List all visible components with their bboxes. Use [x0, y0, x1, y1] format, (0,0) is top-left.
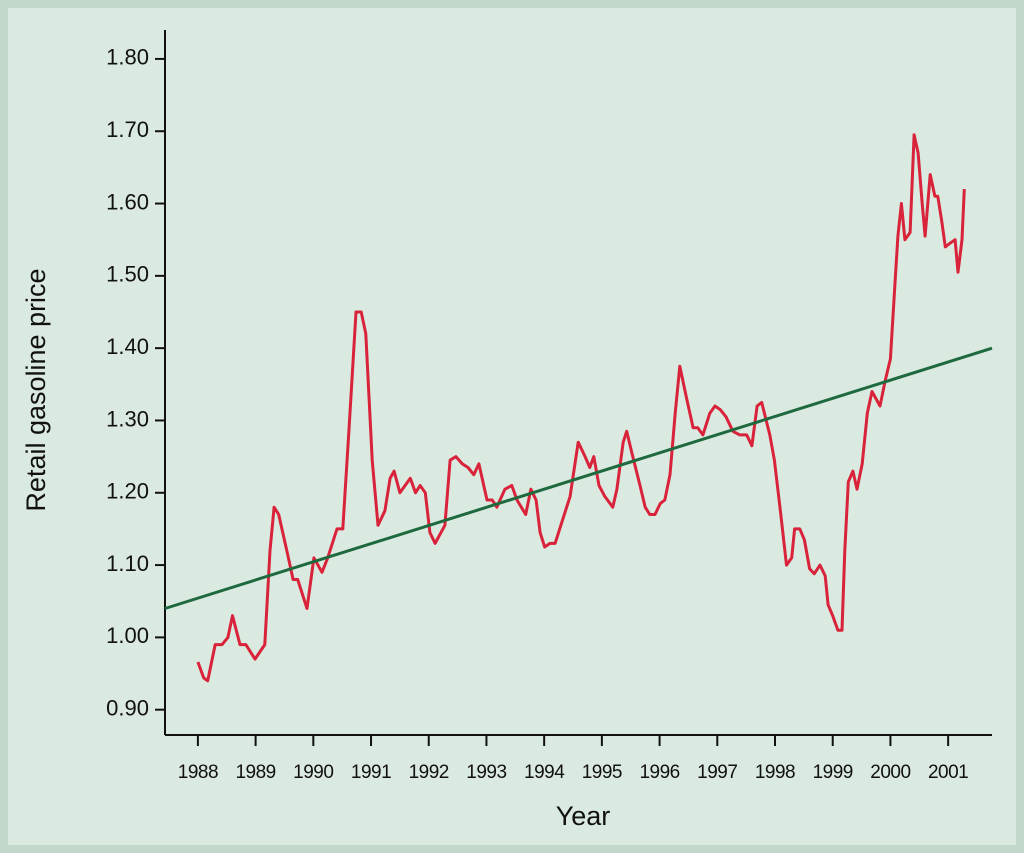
x-tick-label: 1994 [524, 762, 565, 783]
y-tick-label: 1.00 [106, 623, 149, 648]
y-tick-label: 1.40 [106, 334, 149, 359]
x-tick-label: 1990 [293, 762, 333, 783]
x-axis-label: Year [556, 801, 611, 831]
y-tick-label: 0.90 [106, 696, 149, 721]
x-tick-label: 1998 [755, 762, 795, 783]
panel [8, 8, 1016, 845]
y-axis-label: Retail gasoline price [21, 268, 51, 511]
y-tick-label: 1.30 [106, 406, 149, 431]
x-tick-label: 1999 [813, 762, 853, 783]
y-tick-label: 1.80 [106, 45, 149, 70]
x-tick-label: 2001 [928, 762, 968, 783]
x-tick-label: 1989 [235, 762, 275, 783]
x-tick-label: 1993 [466, 762, 506, 783]
series-line [164, 346, 993, 610]
y-tick-label: 1.60 [106, 189, 149, 214]
x-tick-label: 1997 [697, 762, 737, 783]
y-tick-label: 1.70 [106, 117, 149, 142]
y-tick-label: 1.50 [106, 262, 149, 287]
x-tick-label: 1996 [639, 762, 679, 783]
y-tick-label: 1.20 [106, 479, 149, 504]
x-tick-label: 2000 [870, 762, 910, 783]
x-tick-label: 1992 [409, 762, 449, 783]
y-tick-label: 1.10 [106, 551, 149, 576]
x-tick-label: 1988 [178, 762, 218, 783]
series-line [196, 133, 966, 683]
x-tick-label: 1991 [351, 762, 391, 783]
x-tick-label: 1995 [582, 762, 622, 783]
